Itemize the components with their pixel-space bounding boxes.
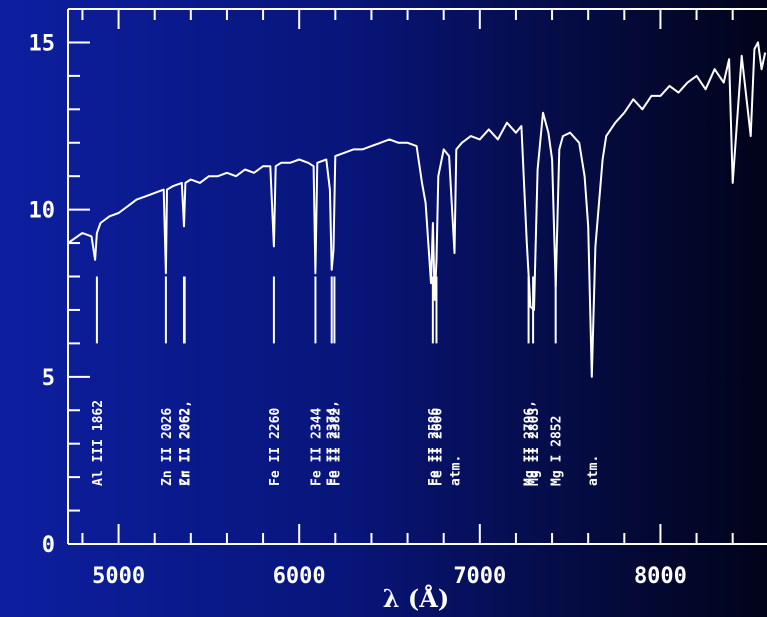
- line-markers: [95, 276, 557, 344]
- y-tick-label: 5: [42, 366, 55, 391]
- x-tick-label: 8000: [634, 564, 687, 589]
- line-label: Cr II 2062,: [178, 400, 193, 486]
- x-axis-label: λ (Å): [383, 584, 450, 613]
- x-tick-label: 6000: [273, 564, 326, 589]
- line-label: Fe II 2600: [430, 408, 445, 486]
- y-tick-label: 15: [29, 31, 56, 56]
- line-label: Fe II 2382: [328, 408, 343, 486]
- y-tick-label: 10: [29, 199, 56, 224]
- line-label: Fe II 2586: [427, 408, 442, 486]
- line-label: Al III 1862: [91, 400, 106, 486]
- line-label: Zn II 2062: [179, 408, 194, 486]
- axis-ticks: [68, 8, 734, 545]
- line-label: atm.: [449, 455, 464, 486]
- line-label: Fe II 2344: [309, 408, 324, 486]
- y-tick-label: 0: [42, 533, 55, 558]
- x-tick-label: 5000: [92, 564, 145, 589]
- y-axis-tick-labels: 0 5 10 15: [29, 31, 56, 558]
- line-label: Mg II 2796,: [523, 400, 538, 486]
- line-labels: Al III 1862 Zn II 2026 Cr II 2062,Zn II 20…: [91, 400, 601, 486]
- line-label: Fe II 2374,: [326, 400, 341, 486]
- line-label: Zn II 2026: [160, 408, 175, 486]
- line-label: Fe II 2260: [268, 408, 283, 486]
- line-label: atm.: [586, 455, 601, 486]
- spectrum-line: [67, 41, 767, 378]
- x-tick-label: 7000: [453, 564, 506, 589]
- spectrum-series: [67, 41, 767, 378]
- line-label: Mg I 2852: [550, 416, 565, 486]
- x-axis-tick-labels: 5000 6000 7000 8000: [92, 564, 687, 589]
- line-label: Mg II 2803: [527, 408, 542, 486]
